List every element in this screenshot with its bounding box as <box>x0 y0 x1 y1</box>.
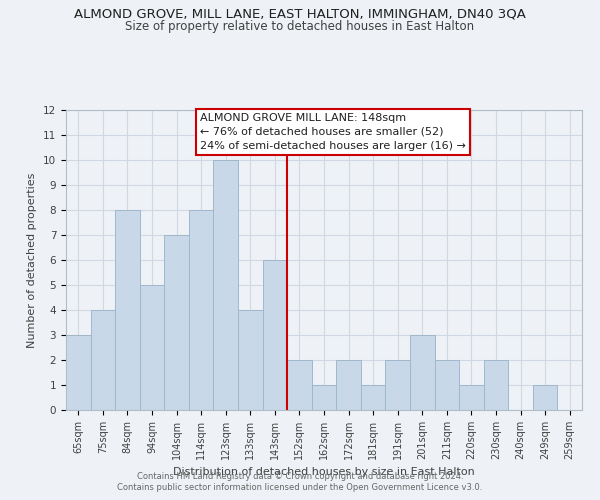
Bar <box>189 210 214 410</box>
Bar <box>484 360 508 410</box>
Bar <box>66 335 91 410</box>
Text: Contains public sector information licensed under the Open Government Licence v3: Contains public sector information licen… <box>118 484 482 492</box>
Bar <box>434 360 459 410</box>
Bar <box>336 360 361 410</box>
Bar <box>115 210 140 410</box>
Bar <box>164 235 189 410</box>
Bar <box>533 385 557 410</box>
Bar <box>312 385 336 410</box>
Text: Contains HM Land Registry data © Crown copyright and database right 2024.: Contains HM Land Registry data © Crown c… <box>137 472 463 481</box>
Bar <box>214 160 238 410</box>
Bar <box>140 285 164 410</box>
Bar <box>238 310 263 410</box>
Bar <box>263 260 287 410</box>
Text: ALMOND GROVE, MILL LANE, EAST HALTON, IMMINGHAM, DN40 3QA: ALMOND GROVE, MILL LANE, EAST HALTON, IM… <box>74 8 526 20</box>
Text: ALMOND GROVE MILL LANE: 148sqm
← 76% of detached houses are smaller (52)
24% of : ALMOND GROVE MILL LANE: 148sqm ← 76% of … <box>200 113 466 151</box>
Bar <box>459 385 484 410</box>
Bar <box>410 335 434 410</box>
Text: Size of property relative to detached houses in East Halton: Size of property relative to detached ho… <box>125 20 475 33</box>
Bar <box>361 385 385 410</box>
Bar <box>385 360 410 410</box>
Bar <box>91 310 115 410</box>
X-axis label: Distribution of detached houses by size in East Halton: Distribution of detached houses by size … <box>173 468 475 477</box>
Y-axis label: Number of detached properties: Number of detached properties <box>28 172 37 348</box>
Bar <box>287 360 312 410</box>
